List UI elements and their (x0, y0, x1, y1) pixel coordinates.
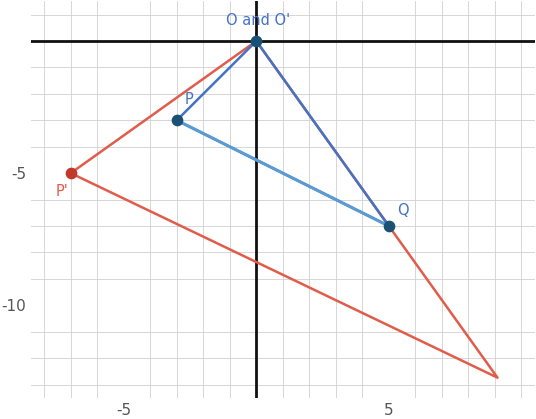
Point (173, 117, 181, 124)
Point (252, 38, 260, 44)
Text: Q: Q (397, 203, 408, 218)
Text: P: P (185, 92, 193, 107)
Point (66, 170, 75, 176)
Text: P': P' (55, 184, 68, 199)
Text: O and O': O and O' (226, 13, 289, 28)
Point (384, 222, 393, 229)
